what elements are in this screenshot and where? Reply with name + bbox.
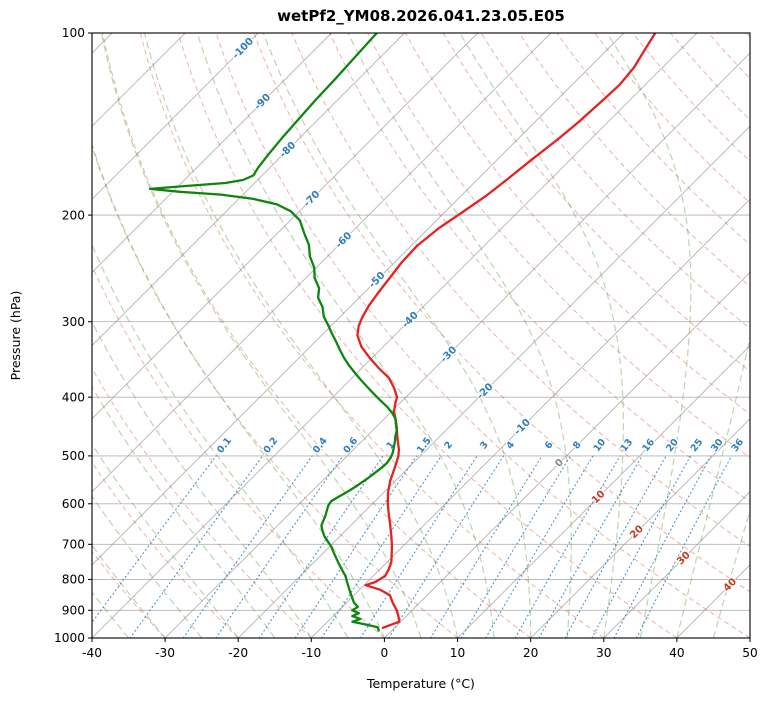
dry-adiabats [92, 33, 750, 638]
mixing-ratio-label: 4 [504, 439, 517, 451]
x-tick-label: -20 [228, 646, 248, 660]
isotherm-lines [92, 33, 750, 638]
mixing-ratio-label: 36 [729, 437, 746, 454]
mixing-ratio-label: 0.4 [311, 435, 330, 455]
moist-adiabats [92, 33, 750, 638]
x-tick-label: 40 [669, 646, 685, 660]
x-tick-label: 10 [450, 646, 466, 660]
mixing-ratio-labels: 0.1 0.2 0.4 0.6 1 1.5 2 3 4 6 8 10 13 16 20 25 30 36 [214, 434, 747, 457]
y-tick-label: 100 [62, 26, 85, 40]
y-axis-label: Pressure (hPa) [8, 291, 23, 381]
isotherm-label: -40 [400, 310, 421, 331]
dewpoint-curve [148, 33, 398, 632]
isotherm-label: -20 [475, 381, 496, 402]
x-tick-label: -30 [155, 646, 175, 660]
mixing-ratio-label: 20 [664, 437, 681, 454]
isotherm-label: -50 [367, 270, 388, 291]
isotherm-label: -10 [512, 417, 533, 438]
mixing-ratio-label: 10 [592, 437, 609, 454]
isotherm-label: -60 [334, 230, 355, 251]
isotherm-label: 30 [675, 550, 693, 568]
x-tick-label: 30 [596, 646, 612, 660]
mixing-ratio-label: 6 [543, 439, 556, 451]
y-tick-label: 700 [62, 537, 85, 551]
isotherm-label: -70 [302, 189, 323, 210]
chart-title: wetPf2_YM08.2026.041.23.05.E05 [277, 7, 565, 25]
y-tick-label: 1000 [54, 631, 85, 645]
isotherm-label: 0 [553, 457, 566, 470]
sounding-curves [148, 33, 657, 632]
temperature-curve [356, 33, 657, 629]
mixing-ratio-label: 16 [640, 437, 657, 454]
mixing-ratio-label: 25 [689, 437, 706, 454]
x-tick-label: 20 [523, 646, 539, 660]
mixing-ratio-label: 3 [478, 440, 491, 452]
x-tick-label: -40 [82, 646, 102, 660]
isotherm-label: -100 [231, 36, 257, 62]
mixing-ratio-label: 13 [619, 437, 636, 454]
mixing-ratio-label: 2 [442, 440, 455, 452]
y-tick-label: 200 [62, 208, 85, 222]
isotherm-label: 20 [628, 524, 646, 542]
x-axis-label: Temperature (°C) [366, 676, 475, 691]
y-tick-label: 600 [62, 497, 85, 511]
y-tick-label: 900 [62, 604, 85, 618]
y-tick-label: 300 [62, 315, 85, 329]
y-tick-label: 400 [62, 390, 85, 404]
x-tick-label: 50 [742, 646, 758, 660]
y-tick-label: 800 [62, 573, 85, 587]
x-tick-label: 0 [381, 646, 389, 660]
mixing-ratio-label: 0.6 [341, 435, 360, 455]
y-tick-label: 500 [62, 449, 85, 463]
chart-layers: 0.1 0.2 0.4 0.6 1 1.5 2 3 4 6 8 10 13 16 20 25 30 36-100-… [54, 26, 758, 660]
x-tick-label: -10 [301, 646, 321, 660]
mixing-ratio-lines [92, 455, 733, 638]
isotherm-label: -90 [253, 92, 274, 113]
pressure-gridlines [92, 33, 750, 638]
isotherm-label: -30 [439, 345, 460, 366]
plot-border [91, 32, 751, 639]
